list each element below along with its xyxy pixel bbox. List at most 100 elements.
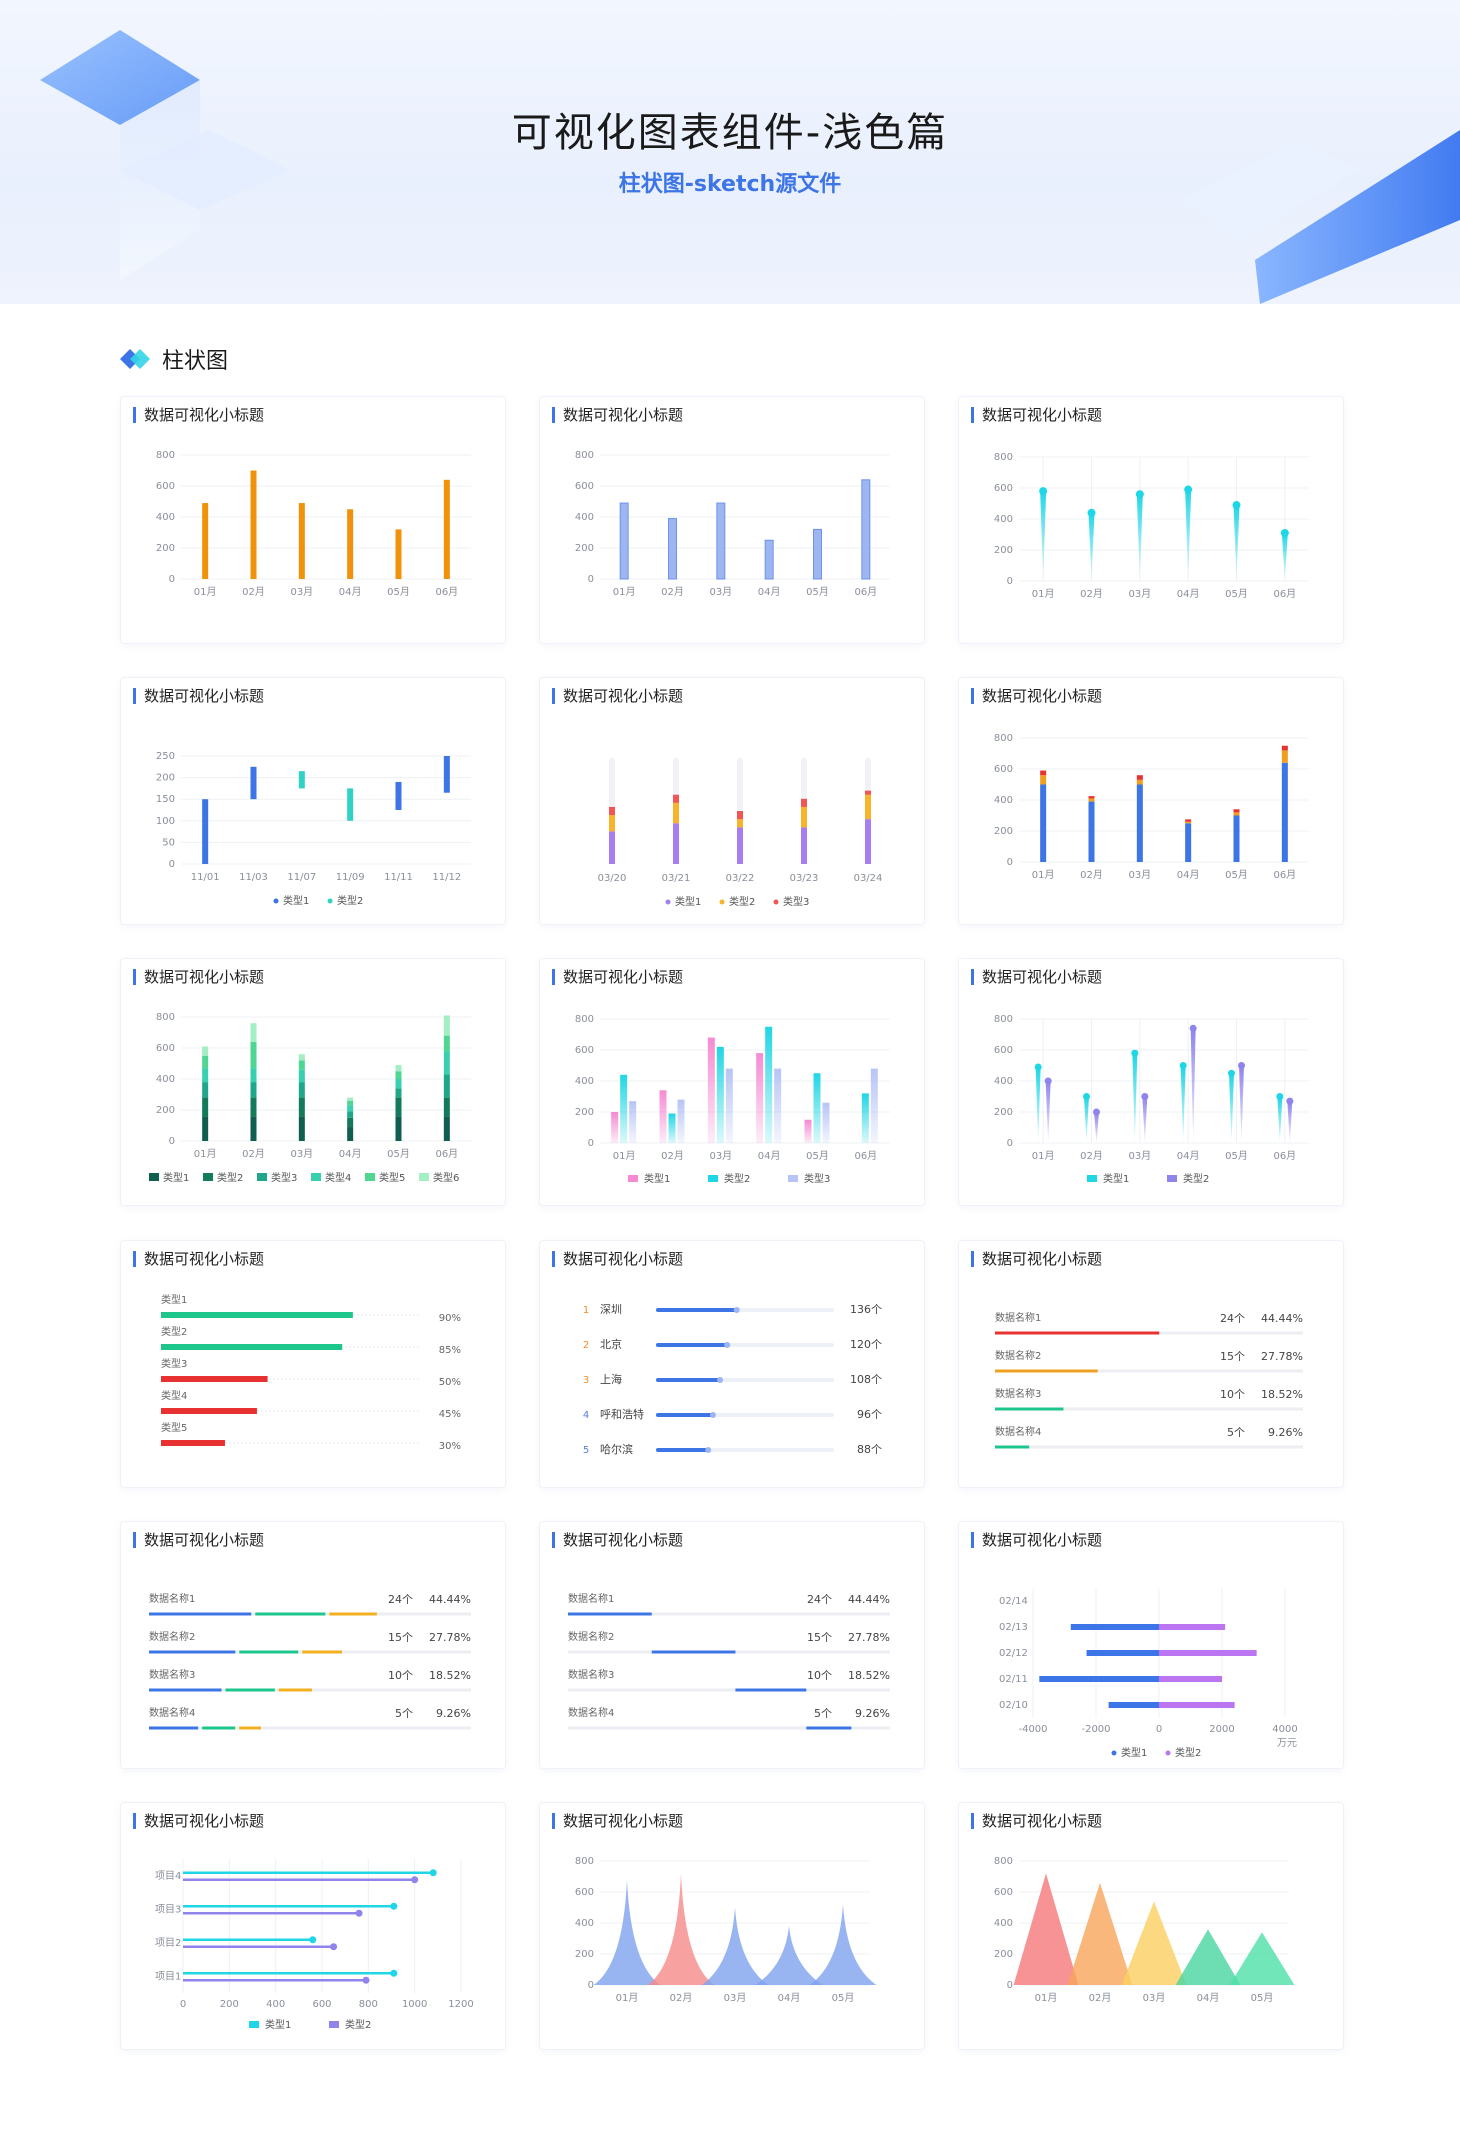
value-label: 120个 bbox=[850, 1338, 882, 1351]
bar bbox=[870, 1068, 878, 1143]
y-tick-label: 600 bbox=[575, 1887, 594, 1898]
y-tick-label: 200 bbox=[156, 543, 175, 554]
bar-cap bbox=[1238, 1062, 1245, 1069]
bar-segment bbox=[250, 1082, 257, 1098]
bar bbox=[568, 1612, 652, 1616]
bar-segment bbox=[298, 1060, 305, 1070]
y-tick-label: 200 bbox=[156, 1105, 175, 1116]
bar-segment bbox=[1185, 821, 1192, 824]
chart-card-2: 数据可视化小标题 0 200 400 600 800 01月 02月 03月 04月 05月 06月 bbox=[539, 396, 925, 644]
count-label: 10个 bbox=[807, 1669, 832, 1682]
bar-segment bbox=[250, 1116, 257, 1141]
bar bbox=[1035, 1067, 1041, 1143]
bar-cap bbox=[1228, 1069, 1235, 1077]
bar bbox=[656, 1448, 709, 1452]
legend-label: 类型1 bbox=[265, 2018, 291, 2031]
y-tick-label: 800 bbox=[994, 1856, 1013, 1867]
unit-label: 万元 bbox=[1277, 1738, 1297, 1749]
x-tick-label: 03/22 bbox=[726, 873, 755, 884]
percent-label: 18.52% bbox=[1261, 1388, 1303, 1401]
bar-segment bbox=[443, 1035, 450, 1052]
bar-segment bbox=[395, 1079, 402, 1089]
y-tick-label: 200 bbox=[994, 1949, 1013, 1960]
rank-number: 4 bbox=[583, 1410, 589, 1421]
x-tick-label: 06月 bbox=[854, 1150, 877, 1162]
x-tick-label: 01月 bbox=[613, 1150, 636, 1162]
y-tick-label: 600 bbox=[994, 1887, 1013, 1898]
x-tick-label: 04月 bbox=[1177, 588, 1200, 600]
bar-segment bbox=[737, 827, 743, 864]
bar bbox=[250, 470, 257, 579]
x-tick-label: 03月 bbox=[709, 1150, 732, 1162]
y-tick-label: 0 bbox=[1007, 857, 1013, 868]
x-tick-label: 05月 bbox=[806, 1150, 829, 1162]
chart-card-4: 数据可视化小标题 0 50 100 150 200 250 11/01 11/03 11/07 11… bbox=[120, 677, 506, 925]
hero-decoration bbox=[40, 30, 1460, 304]
bar-segment bbox=[149, 1688, 222, 1692]
x-tick-label: 03/23 bbox=[790, 873, 819, 884]
legend-label: 类型2 bbox=[217, 1171, 243, 1184]
card-title: 数据可视化小标题 bbox=[971, 1251, 1102, 1267]
row-label: 数据名称2 bbox=[995, 1349, 1041, 1362]
bar-segment bbox=[1136, 775, 1143, 780]
value-label: 108个 bbox=[850, 1373, 882, 1386]
card-title: 数据可视化小标题 bbox=[133, 1532, 264, 1548]
x-tick-label: 11/01 bbox=[191, 872, 220, 883]
y-tick-label: 02/11 bbox=[999, 1674, 1028, 1685]
row-label: 数据名称1 bbox=[149, 1592, 195, 1605]
bar bbox=[1239, 1065, 1244, 1143]
chart-card-1: 数据可视化小标题 0 200 400 600 800 01月 02月 03月 04月 05月 06月 bbox=[120, 396, 506, 644]
x-tick-label: 02月 bbox=[661, 586, 684, 598]
count-label: 24个 bbox=[388, 1593, 413, 1606]
chart-svg: 1 深圳 136个 2 北京 120个 3 上海 108个 4 呼和浩特 96个 5 哈尔滨 88个 bbox=[583, 1303, 882, 1456]
chart-svg: 03/20 03/21 03/22 03/23 03/24 类型1 类型2 类型3 bbox=[598, 758, 882, 908]
x-tick-label: 05月 bbox=[806, 586, 829, 598]
bar bbox=[995, 1331, 1160, 1335]
bar-cap bbox=[1135, 490, 1144, 499]
x-tick-label: 06月 bbox=[854, 586, 877, 598]
section-heading: 柱状图 bbox=[118, 343, 228, 375]
x-tick-label: 800 bbox=[359, 1999, 378, 2010]
bar-segment bbox=[609, 815, 615, 832]
legend-swatch bbox=[311, 1173, 321, 1181]
x-tick-label: 03/20 bbox=[598, 873, 627, 884]
y-tick-label: 02/10 bbox=[999, 1700, 1028, 1711]
bar-segment bbox=[801, 798, 807, 807]
bar-segment bbox=[1088, 798, 1095, 802]
y-tick-label: 0 bbox=[169, 1136, 175, 1147]
chart-card-7: 数据可视化小标题 0 200 400 600 800 01月 02月 03月 04月 05月 06月类… bbox=[120, 958, 506, 1206]
bar bbox=[1233, 505, 1240, 581]
bar bbox=[347, 788, 354, 821]
bar-segment bbox=[443, 1116, 450, 1141]
y-tick-label: 400 bbox=[156, 1074, 175, 1085]
row-label: 数据名称4 bbox=[995, 1425, 1041, 1438]
legend-label: 类型4 bbox=[325, 1171, 351, 1184]
x-tick-label: 02月 bbox=[661, 1150, 684, 1162]
y-tick-label: 400 bbox=[575, 1918, 594, 1929]
x-tick-label: 01月 bbox=[1032, 588, 1055, 600]
bar bbox=[822, 1102, 830, 1143]
card-title: 数据可视化小标题 bbox=[552, 1813, 683, 1829]
y-tick-label: 800 bbox=[575, 1856, 594, 1867]
x-tick-label: 11/07 bbox=[287, 872, 316, 883]
bar-cap bbox=[1232, 501, 1241, 510]
x-tick-label: 03月 bbox=[1128, 869, 1151, 881]
bar bbox=[1136, 494, 1143, 581]
bar-segment bbox=[609, 831, 615, 864]
legend-swatch bbox=[708, 1175, 718, 1182]
area-peak bbox=[701, 1907, 769, 1985]
bar-segment bbox=[250, 1023, 257, 1042]
bar bbox=[861, 479, 871, 580]
x-tick-label: 05月 bbox=[1225, 588, 1248, 600]
bar-cap bbox=[1044, 1077, 1052, 1085]
bar-cap bbox=[1189, 1024, 1197, 1032]
bar-segment bbox=[278, 1688, 312, 1692]
legend-label: 类型3 bbox=[271, 1171, 297, 1184]
bar bbox=[774, 1068, 782, 1143]
y-tick-label: 0 bbox=[1007, 1980, 1013, 1991]
x-tick-label: 1200 bbox=[448, 1999, 473, 2010]
bar bbox=[250, 766, 257, 800]
bar-segment bbox=[1136, 784, 1143, 862]
bar bbox=[620, 1074, 628, 1143]
